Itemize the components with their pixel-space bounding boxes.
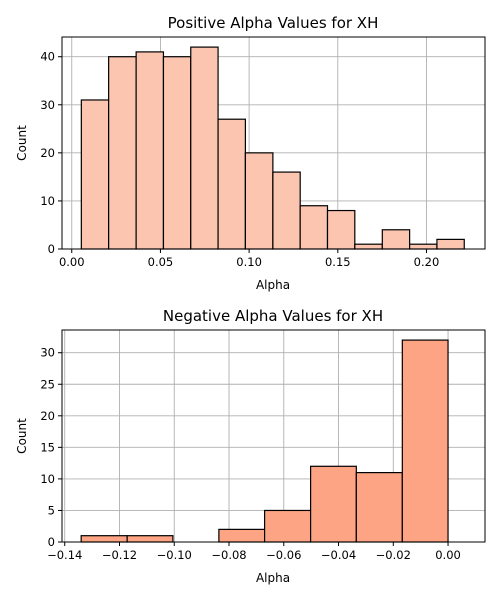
negative-alpha-bar-6: [355, 471, 403, 543]
positive-alpha-bar-0: [80, 99, 110, 250]
positive-alpha-ytick-label-2: 20: [40, 146, 55, 160]
positive-alpha-xtick-label-3: 0.15: [325, 255, 351, 269]
negative-alpha-xtick-label-1: −0.12: [102, 548, 137, 562]
negative-alpha-bar-4: [264, 509, 312, 543]
positive-alpha-bar-13: [436, 238, 465, 250]
negative-alpha-xtick-label-0: −0.14: [47, 548, 82, 562]
positive-alpha-ylabel: Count: [15, 125, 29, 161]
positive-alpha-xlabel: Alpha: [256, 278, 290, 292]
negative-alpha-xtick-label-6: −0.02: [376, 548, 411, 562]
positive-alpha-ytick-label-4: 40: [40, 50, 55, 64]
negative-alpha-bar-5: [309, 465, 357, 543]
positive-alpha-bar-2: [135, 51, 165, 250]
negative-alpha-xtick-label-4: −0.06: [266, 548, 301, 562]
negative-alpha-title: Negative Alpha Values for XH: [163, 307, 383, 325]
positive-alpha-bar-5: [217, 118, 246, 250]
positive-alpha-bar-8: [299, 205, 329, 250]
positive-alpha-xtick-label-4: 0.20: [414, 255, 440, 269]
negative-alpha-ytick-label-6: 30: [40, 346, 55, 360]
positive-alpha-bar-12: [409, 243, 438, 250]
negative-alpha-xtick-label-7: 0.00: [435, 548, 461, 562]
negative-alpha-bar-1: [126, 535, 174, 543]
positive-alpha-xtick-label-1: 0.05: [148, 255, 174, 269]
negative-alpha-ytick-label-2: 10: [40, 472, 55, 486]
positive-alpha-bar-11: [381, 229, 411, 250]
positive-alpha-bars: [80, 46, 465, 250]
positive-alpha-bar-6: [244, 152, 274, 250]
negative-alpha-xlabel: Alpha: [256, 571, 290, 585]
negative-alpha-panel: Negative Alpha Values for XH −0.14 −0.12−…: [15, 307, 486, 585]
positive-alpha-ytick-label-0: 0: [48, 242, 55, 256]
negative-alpha-xtick-label-3: −0.08: [211, 548, 246, 562]
positive-alpha-bar-4: [190, 46, 219, 250]
negative-alpha-bar-3: [218, 528, 266, 543]
positive-alpha-ytick-label-3: 30: [40, 98, 55, 112]
positive-alpha-ytick-label-1: 10: [40, 194, 55, 208]
positive-alpha-title: Positive Alpha Values for XH: [168, 14, 379, 32]
positive-alpha-bar-9: [326, 209, 356, 250]
negative-alpha-ytick-label-5: 25: [40, 377, 55, 391]
negative-alpha-bar-0: [80, 535, 128, 543]
negative-alpha-ytick-label-3: 15: [40, 440, 55, 454]
positive-alpha-xtick-label-0: 0.00: [59, 255, 85, 269]
negative-alpha-plot-frame: [61, 329, 486, 543]
negative-alpha-xtick-label-5: −0.04: [321, 548, 356, 562]
negative-alpha-ytick-label-1: 5: [48, 503, 55, 517]
positive-alpha-bar-3: [162, 56, 192, 250]
negative-alpha-bars: [80, 339, 449, 543]
positive-alpha-xtick-label-2: 0.10: [236, 255, 262, 269]
negative-alpha-axes: −0.14 −0.12 −0.10 −0.08 −0.06 −0.04 −0.02 0.00 0…: [40, 329, 486, 562]
negative-alpha-ytick-label-0: 0: [48, 535, 55, 549]
positive-alpha-plot-frame: [61, 36, 486, 250]
negative-alpha-ytick-label-4: 20: [40, 409, 55, 423]
positive-alpha-axes: 0.00 0.05 0.10 0.15 0.20 0 10 20 30 40: [40, 36, 486, 269]
positive-alpha-bar-1: [108, 56, 137, 250]
negative-alpha-xtick-label-2: −0.10: [157, 548, 192, 562]
negative-alpha-bar-7: [401, 339, 449, 543]
positive-alpha-panel: Positive Alpha Values for XH 0.00 0.05 0.1…: [15, 14, 486, 292]
positive-alpha-bar-7: [272, 171, 301, 250]
negative-alpha-ylabel: Count: [15, 418, 29, 454]
positive-alpha-bar-10: [354, 243, 383, 250]
